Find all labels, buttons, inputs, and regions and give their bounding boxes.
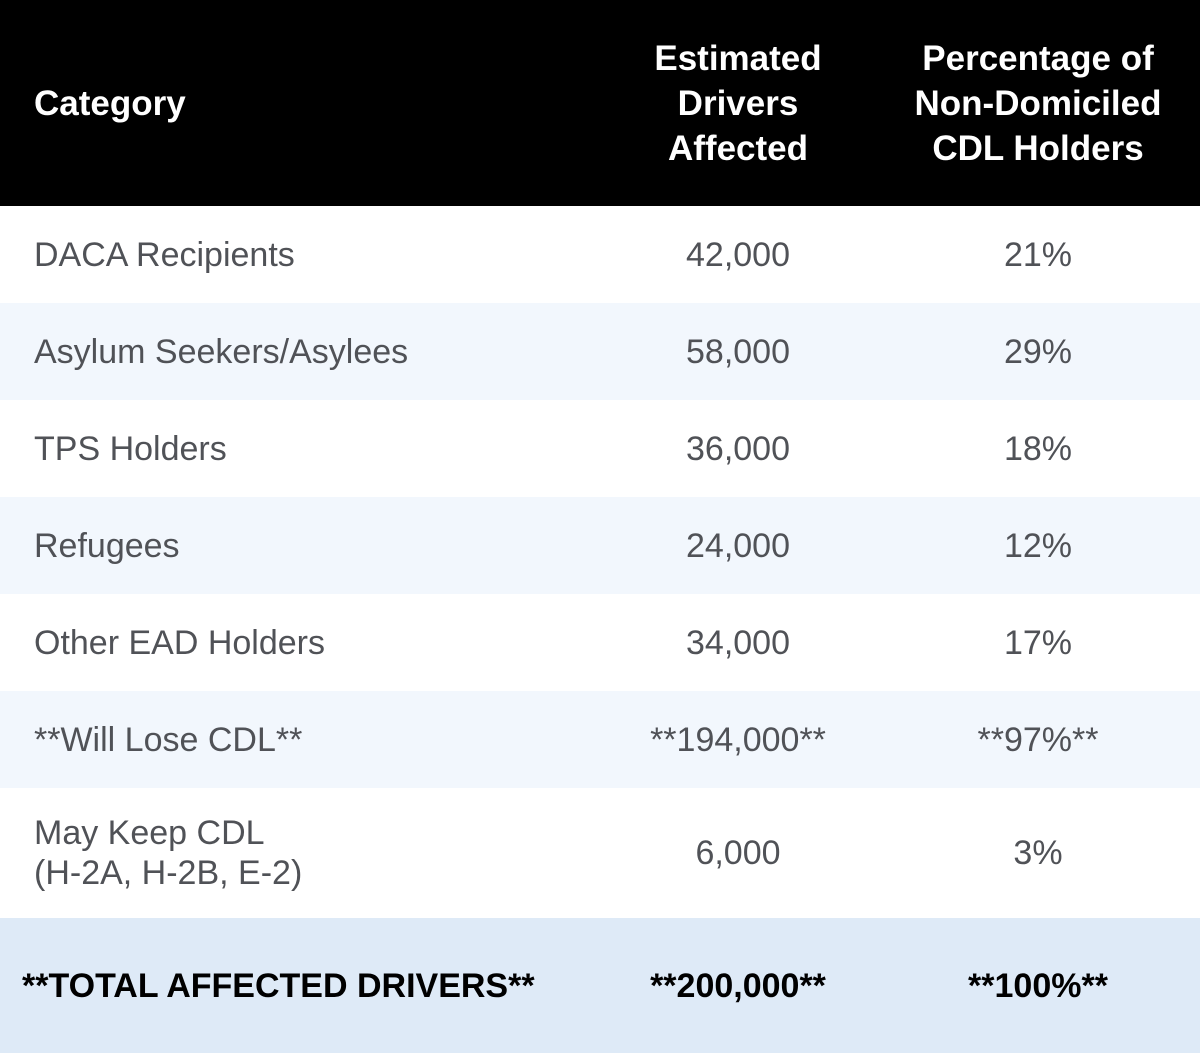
header-drivers: Estimated Drivers Affected: [600, 0, 876, 206]
percent-cell: 12%: [1003, 526, 1073, 565]
category-cell: TPS Holders: [34, 429, 227, 468]
header-line: Percentage of: [922, 38, 1154, 78]
percent-cell: **97%**: [977, 720, 1099, 759]
total-drivers-cell: **200,000**: [650, 966, 826, 1005]
drivers-cell: **194,000**: [650, 720, 826, 759]
header-row: Category Estimated Drivers Affected Perc…: [0, 0, 1200, 206]
header-line: Non-Domiciled: [914, 83, 1162, 123]
table-row: May Keep CDL (H-2A, H-2B, E-2) 6,000 3%: [0, 788, 1200, 918]
drivers-cell: 58,000: [686, 332, 790, 371]
table-row: Asylum Seekers/Asylees 58,000 29%: [0, 303, 1200, 400]
category-cell: DACA Recipients: [34, 235, 295, 274]
header-line: Drivers: [677, 83, 799, 123]
header-percentage: Percentage of Non-Domiciled CDL Holders: [876, 0, 1200, 206]
category-line: May Keep CDL: [34, 814, 265, 852]
table-row: **Will Lose CDL** **194,000** **97%**: [0, 691, 1200, 788]
table-row: TPS Holders 36,000 18%: [0, 400, 1200, 497]
drivers-cell: 24,000: [686, 526, 790, 565]
category-cell: Refugees: [34, 526, 180, 565]
category-cell: **Will Lose CDL**: [34, 720, 303, 759]
header-category: Category: [34, 83, 186, 123]
percent-cell: 29%: [1003, 332, 1073, 371]
category-cell: Asylum Seekers/Asylees: [34, 332, 409, 371]
drivers-cell: 42,000: [686, 235, 790, 274]
header-line: CDL Holders: [932, 128, 1144, 168]
drivers-cell: 34,000: [686, 623, 790, 662]
header-line: Estimated: [654, 38, 822, 78]
table-row: Refugees 24,000 12%: [0, 497, 1200, 594]
percent-cell: 17%: [1003, 623, 1073, 662]
header-line: Affected: [667, 128, 809, 168]
total-category-cell: **TOTAL AFFECTED DRIVERS**: [22, 966, 535, 1005]
category-cell: Other EAD Holders: [34, 623, 325, 662]
category-cell: May Keep CDL (H-2A, H-2B, E-2): [0, 788, 600, 918]
table-row: Other EAD Holders 34,000 17%: [0, 594, 1200, 691]
percent-cell: 18%: [1003, 429, 1073, 468]
percent-cell: 3%: [1013, 834, 1063, 872]
drivers-cell: 6,000: [695, 834, 781, 872]
total-row: **TOTAL AFFECTED DRIVERS** **200,000** *…: [0, 918, 1200, 1053]
drivers-cell: 36,000: [686, 429, 790, 468]
table-row: DACA Recipients 42,000 21%: [0, 206, 1200, 303]
total-percent-cell: **100%**: [968, 966, 1108, 1005]
percent-cell: 21%: [1003, 235, 1073, 274]
category-line: (H-2A, H-2B, E-2): [34, 854, 303, 892]
